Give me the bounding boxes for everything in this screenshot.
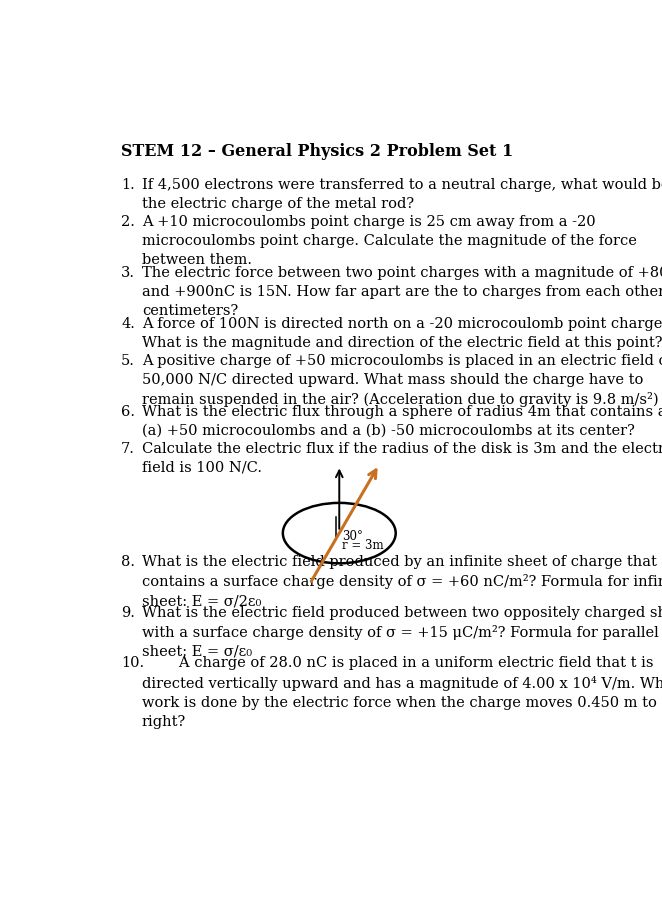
Text: 10.: 10.	[121, 656, 144, 670]
Text: Calculate the electric flux if the radius of the disk is 3m and the electric
fie: Calculate the electric flux if the radiu…	[142, 441, 662, 474]
Text: 2.: 2.	[121, 215, 135, 229]
Text: The electric force between two point charges with a magnitude of +800nC
and +900: The electric force between two point cha…	[142, 266, 662, 318]
Text: What is the electric field produced by an infinite sheet of charge that
contains: What is the electric field produced by a…	[142, 555, 662, 608]
Text: 30°: 30°	[342, 530, 363, 543]
Text: 6.: 6.	[121, 404, 135, 419]
Text: 3.: 3.	[121, 266, 135, 280]
Text: What is the electric flux through a sphere of radius 4m that contains a
(a) +50 : What is the electric flux through a sphe…	[142, 404, 662, 438]
Text: STEM 12 – General Physics 2 Problem Set 1: STEM 12 – General Physics 2 Problem Set …	[121, 143, 514, 160]
Text: What is the electric field produced between two oppositely charged sheets
with a: What is the electric field produced betw…	[142, 605, 662, 659]
Text: 4.: 4.	[121, 317, 135, 330]
Text: 9.: 9.	[121, 605, 135, 619]
Text: A force of 100N is directed north on a -20 microcoulomb point charge.
What is th: A force of 100N is directed north on a -…	[142, 317, 662, 350]
Text: A +10 microcoulombs point charge is 25 cm away from a -20
microcoulombs point ch: A +10 microcoulombs point charge is 25 c…	[142, 215, 637, 267]
Text: 5.: 5.	[121, 354, 135, 368]
Text: 7.: 7.	[121, 441, 135, 456]
Text: A positive charge of +50 microcoulombs is placed in an electric field of
50,000 : A positive charge of +50 microcoulombs i…	[142, 354, 662, 407]
Text: 8.: 8.	[121, 555, 135, 569]
Text: A charge of 28.0 nC is placed in a uniform electric field that t is
directed ver: A charge of 28.0 nC is placed in a unifo…	[142, 656, 662, 728]
Text: r = 3m: r = 3m	[342, 539, 383, 552]
Text: If 4,500 electrons were transferred to a neutral charge, what would be
the elect: If 4,500 electrons were transferred to a…	[142, 178, 662, 211]
Text: 1.: 1.	[121, 178, 135, 192]
